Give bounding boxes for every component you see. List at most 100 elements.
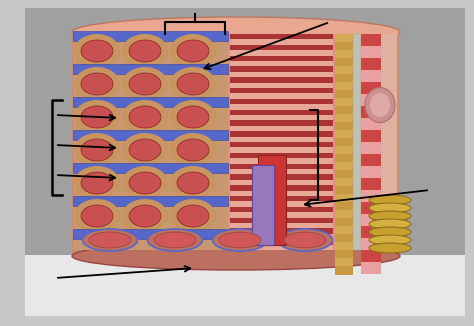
Bar (230, 126, 333, 131)
Ellipse shape (212, 229, 267, 251)
Bar (361, 154, 381, 166)
Bar (335, 90, 353, 99)
Bar (361, 190, 381, 202)
Bar (335, 154, 353, 163)
Bar (361, 226, 381, 238)
Ellipse shape (81, 40, 113, 62)
Bar (252, 165, 274, 245)
Ellipse shape (219, 232, 261, 248)
Bar (230, 229, 333, 234)
Bar (230, 191, 333, 196)
Bar (230, 244, 333, 250)
Bar (230, 137, 333, 142)
Bar (335, 106, 353, 115)
Bar (335, 114, 353, 123)
Ellipse shape (129, 73, 161, 95)
Bar (361, 166, 381, 178)
Bar (361, 238, 381, 250)
Bar (361, 178, 381, 190)
Bar (335, 234, 353, 243)
Bar (335, 250, 353, 259)
Ellipse shape (74, 133, 120, 167)
Ellipse shape (74, 199, 120, 233)
Ellipse shape (170, 199, 216, 233)
Bar (230, 120, 333, 126)
Ellipse shape (369, 219, 411, 229)
Ellipse shape (81, 73, 113, 95)
Bar (230, 67, 333, 72)
Bar (335, 170, 353, 179)
Bar (361, 118, 381, 130)
Ellipse shape (370, 93, 390, 117)
Ellipse shape (177, 139, 209, 161)
Ellipse shape (82, 229, 137, 251)
Bar (335, 82, 353, 91)
Ellipse shape (170, 34, 216, 68)
Bar (230, 147, 333, 153)
Ellipse shape (372, 198, 408, 253)
Bar (335, 34, 353, 43)
Bar (335, 34, 400, 250)
Bar (230, 77, 333, 82)
Ellipse shape (129, 172, 161, 194)
Ellipse shape (365, 87, 395, 123)
Bar (230, 34, 333, 39)
Bar (73, 31, 228, 41)
Bar (258, 155, 286, 245)
Bar (230, 142, 333, 147)
Bar (230, 223, 333, 229)
Bar (72, 32, 400, 256)
Bar (335, 58, 353, 67)
Bar (228, 34, 335, 250)
Ellipse shape (81, 139, 113, 161)
Bar (230, 158, 333, 164)
Bar (230, 185, 333, 191)
Bar (230, 217, 333, 223)
Bar (230, 94, 333, 99)
Bar (335, 194, 353, 203)
Bar (335, 266, 353, 275)
Bar (361, 58, 381, 70)
Ellipse shape (154, 232, 196, 248)
Bar (230, 164, 333, 169)
Ellipse shape (129, 139, 161, 161)
Ellipse shape (122, 67, 168, 101)
Bar (335, 178, 353, 187)
Bar (230, 50, 333, 56)
Bar (361, 34, 381, 46)
Bar (230, 169, 333, 174)
Bar (230, 180, 333, 185)
Bar (381, 34, 397, 250)
Ellipse shape (129, 40, 161, 62)
Ellipse shape (122, 34, 168, 68)
Bar (361, 262, 381, 274)
Bar (73, 229, 228, 239)
Ellipse shape (74, 67, 120, 101)
Ellipse shape (74, 100, 120, 134)
Ellipse shape (369, 195, 411, 205)
Ellipse shape (177, 205, 209, 227)
Bar (335, 66, 353, 75)
Bar (73, 130, 228, 140)
Bar (335, 122, 353, 131)
Bar (335, 242, 353, 251)
Ellipse shape (369, 243, 411, 253)
Bar (230, 201, 333, 207)
Bar (230, 234, 333, 239)
Ellipse shape (81, 106, 113, 128)
Ellipse shape (81, 172, 113, 194)
Bar (361, 250, 381, 262)
Bar (335, 218, 353, 227)
Bar (230, 82, 333, 88)
Bar (335, 50, 353, 59)
Bar (230, 239, 333, 244)
Bar (230, 131, 333, 137)
Ellipse shape (81, 205, 113, 227)
Bar (335, 74, 353, 83)
Bar (230, 72, 333, 77)
Bar (335, 210, 353, 219)
Bar (361, 82, 381, 94)
Ellipse shape (277, 229, 332, 251)
Ellipse shape (74, 34, 120, 68)
Bar (335, 130, 353, 139)
